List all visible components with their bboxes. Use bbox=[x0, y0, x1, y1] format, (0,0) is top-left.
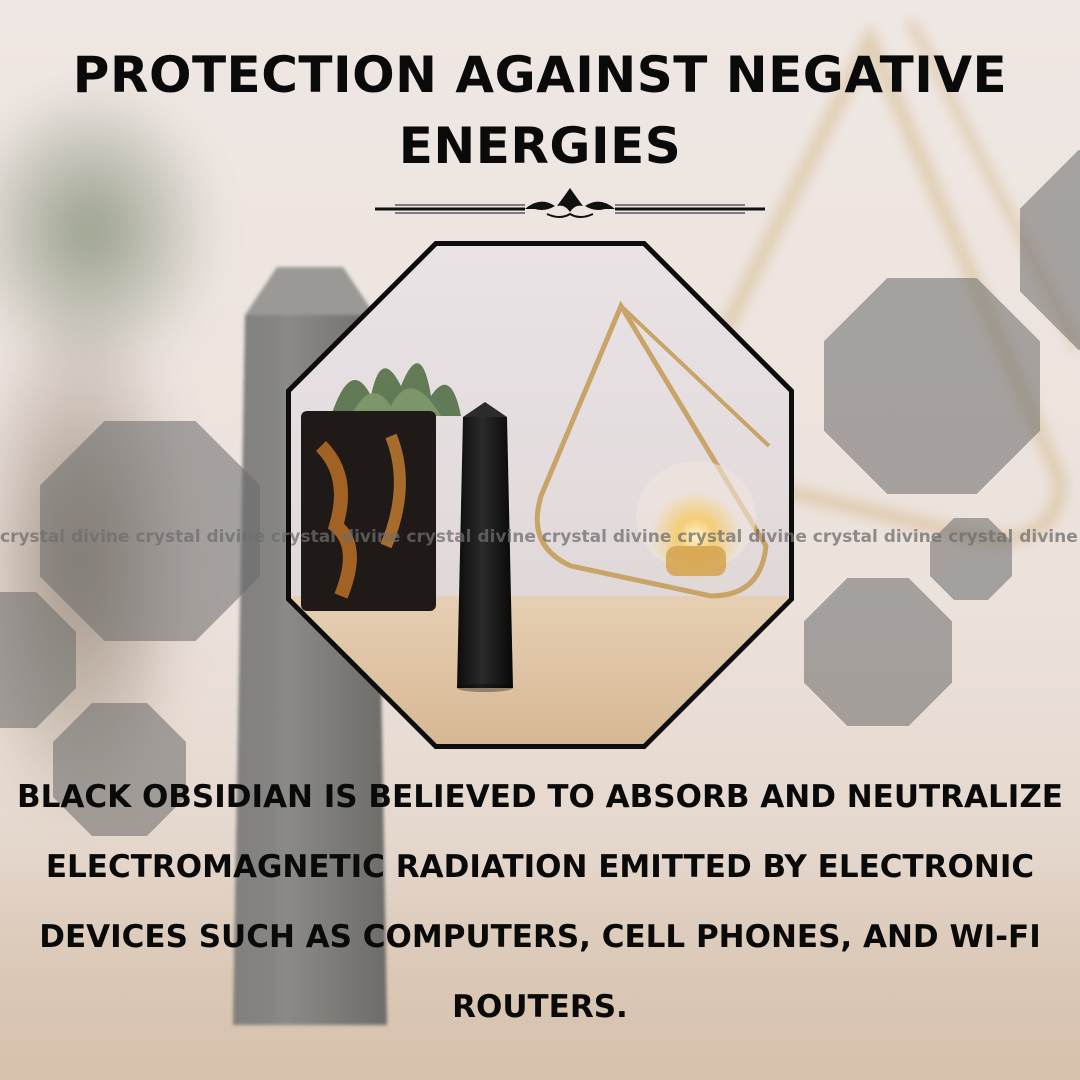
page-title: PROTECTION AGAINST NEGATIVE ENERGIES bbox=[72, 46, 1008, 175]
background-table bbox=[0, 860, 1080, 1080]
octagon-decoration bbox=[53, 703, 186, 836]
octagon-decoration bbox=[930, 518, 1012, 600]
product-photo bbox=[291, 246, 789, 744]
ornament-divider-icon bbox=[375, 188, 765, 218]
watermark-text: crystal divine crystal divine crystal di… bbox=[0, 527, 1078, 547]
octagon-decoration bbox=[804, 578, 952, 726]
octagon-decoration bbox=[40, 421, 260, 641]
octagon-decoration bbox=[824, 278, 1040, 494]
description-text: BLACK OBSIDIAN IS BELIEVED TO ABSORB AND… bbox=[17, 779, 1063, 1025]
